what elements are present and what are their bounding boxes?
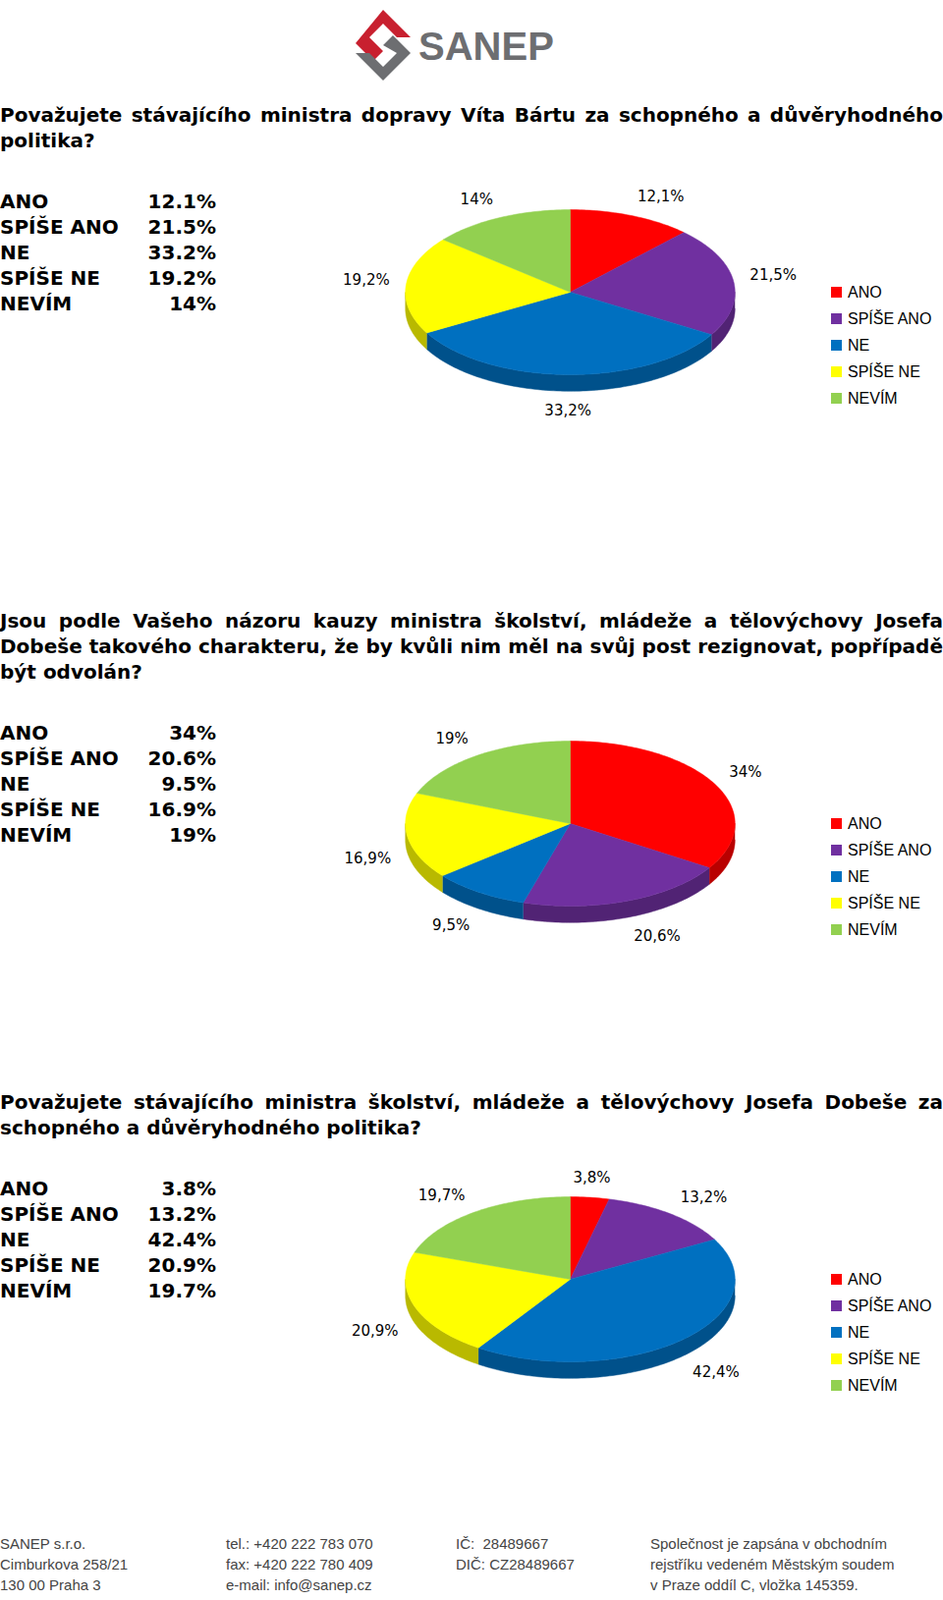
svg-text:34%: 34% xyxy=(728,763,762,781)
html-text:v Praze oddíl C, vložka 145359: v Praze oddíl C, vložka 145359. xyxy=(650,1576,859,1594)
html-text:Cimburkova 258/21: Cimburkova 258/21 xyxy=(0,1555,128,1573)
html-text:SPÍŠE ANO: SPÍŠE ANO xyxy=(0,215,119,239)
html-text:NE: NE xyxy=(0,240,30,265)
html-text:NE: NE xyxy=(0,772,30,796)
html-text:Považujete stávajícího ministr: Považujete stávajícího ministra dopravy … xyxy=(0,103,943,153)
svg-text:33,2%: 33,2% xyxy=(544,401,592,420)
html-text:ANO: ANO xyxy=(0,1176,49,1201)
html-text:NEVÍM: NEVÍM xyxy=(847,1377,898,1394)
html-text:IČ: 28489667: IČ: 28489667 xyxy=(455,1535,549,1553)
html-text:42.4%: 42.4% xyxy=(147,1227,217,1252)
html-text:SPÍŠE ANO: SPÍŠE ANO xyxy=(0,746,119,771)
html-text:13.2%: 13.2% xyxy=(147,1202,217,1226)
html-text:NE: NE xyxy=(847,868,870,886)
html-text:SPÍŠE NE: SPÍŠE NE xyxy=(0,1253,101,1277)
html-text:ANO: ANO xyxy=(0,721,49,745)
html-text:21.5%: 21.5% xyxy=(147,215,217,239)
svg-text:21,5%: 21,5% xyxy=(749,266,797,284)
svg-text:13,2%: 13,2% xyxy=(680,1188,728,1207)
html-text:SANEP s.r.o.: SANEP s.r.o. xyxy=(0,1535,86,1553)
html-text:34%: 34% xyxy=(169,721,217,745)
html-text:NE: NE xyxy=(0,1227,30,1252)
html-text:16.9%: 16.9% xyxy=(147,797,217,822)
html-text:rejstříku vedeném Městským sou: rejstříku vedeném Městským soudem xyxy=(650,1555,895,1573)
html-text:e-mail: info@sanep.cz: e-mail: info@sanep.cz xyxy=(225,1576,372,1594)
svg-text:42,4%: 42,4% xyxy=(692,1363,740,1382)
html-text:ANO: ANO xyxy=(0,189,49,214)
html-text:20.6%: 20.6% xyxy=(147,746,217,771)
html-text:SPÍŠE NE: SPÍŠE NE xyxy=(847,1350,921,1368)
html-text:SPÍŠE ANO: SPÍŠE ANO xyxy=(0,1202,119,1226)
html-text:12.1%: 12.1% xyxy=(147,189,217,214)
svg-text:19%: 19% xyxy=(435,729,468,748)
html-text:Jsou podle Vašeho názoru kauzy: Jsou podle Vašeho názoru kauzy ministra … xyxy=(0,609,943,684)
html-text:130 00 Praha 3: 130 00 Praha 3 xyxy=(0,1576,101,1594)
html-text:SPÍŠE NE: SPÍŠE NE xyxy=(0,266,101,290)
html-text:tel.: +420 222 783 070: tel.: +420 222 783 070 xyxy=(225,1535,373,1553)
svg-text:3,8%: 3,8% xyxy=(572,1168,611,1187)
html-text:SPÍŠE NE: SPÍŠE NE xyxy=(847,894,921,912)
html-text:DIČ: CZ28489667: DIČ: CZ28489667 xyxy=(455,1555,575,1573)
html-text:NE: NE xyxy=(847,1324,870,1341)
html-text:SPÍŠE ANO: SPÍŠE ANO xyxy=(847,841,932,859)
html-text:19.7%: 19.7% xyxy=(147,1278,217,1303)
svg-text:12,1%: 12,1% xyxy=(637,187,685,206)
html-text:9.5%: 9.5% xyxy=(161,772,217,796)
svg-text:9,5%: 9,5% xyxy=(432,916,470,935)
html-text:NE: NE xyxy=(847,336,870,354)
html-text:SPÍŠE ANO: SPÍŠE ANO xyxy=(847,310,932,328)
html-text:fax: +420 222 780 409: fax: +420 222 780 409 xyxy=(225,1555,373,1573)
html-text:SPÍŠE NE: SPÍŠE NE xyxy=(0,797,101,822)
svg-text:20,9%: 20,9% xyxy=(351,1321,399,1339)
html-text:NEVÍM: NEVÍM xyxy=(0,1278,72,1303)
html-text:ANO: ANO xyxy=(847,815,882,833)
html-text:ANO: ANO xyxy=(847,1271,882,1288)
svg-text:SANEP: SANEP xyxy=(418,24,555,68)
svg-text:14%: 14% xyxy=(460,190,494,209)
html-text:SPÍŠE NE: SPÍŠE NE xyxy=(847,363,921,381)
html-text:NEVÍM: NEVÍM xyxy=(847,921,898,939)
html-text:20.9%: 20.9% xyxy=(147,1253,217,1277)
svg-text:20,6%: 20,6% xyxy=(633,927,681,945)
html-text:14%: 14% xyxy=(169,291,217,316)
html-text:ANO: ANO xyxy=(847,283,882,301)
html-text:19.2%: 19.2% xyxy=(147,266,217,290)
svg-text:19,7%: 19,7% xyxy=(418,1186,466,1205)
svg-text:19,2%: 19,2% xyxy=(342,271,390,289)
html-text:NEVÍM: NEVÍM xyxy=(0,823,72,847)
html-text:3.8%: 3.8% xyxy=(161,1176,217,1201)
html-text:NEVÍM: NEVÍM xyxy=(847,389,898,407)
html-text:NEVÍM: NEVÍM xyxy=(0,291,72,316)
html-text:Společnost je zapsána v obchod: Společnost je zapsána v obchodním xyxy=(650,1535,888,1553)
html-text:Považujete stávajícího ministr: Považujete stávajícího ministra školství… xyxy=(0,1090,943,1140)
html-text:SPÍŠE ANO: SPÍŠE ANO xyxy=(847,1297,932,1315)
svg-text:16,9%: 16,9% xyxy=(344,849,392,868)
html-text:33.2%: 33.2% xyxy=(147,240,217,265)
html-text:19%: 19% xyxy=(169,823,217,847)
